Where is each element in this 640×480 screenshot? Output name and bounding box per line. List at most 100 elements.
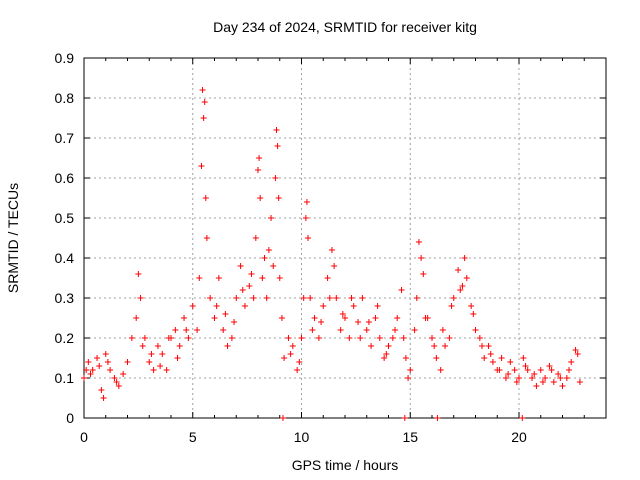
data-point (537, 367, 544, 373)
data-point (557, 375, 564, 381)
data-point (237, 263, 244, 269)
data-point (198, 163, 205, 169)
data-point (434, 415, 441, 421)
data-point (348, 295, 355, 301)
x-tick-label: 10 (294, 429, 310, 445)
data-point (102, 351, 109, 357)
data-point (381, 355, 388, 361)
y-tick-label: 0 (66, 410, 74, 426)
data-point (165, 335, 172, 341)
data-point (248, 271, 255, 277)
data-point (85, 359, 92, 365)
data-point (148, 351, 155, 357)
x-tick-label: 0 (80, 429, 88, 445)
data-point (479, 343, 486, 349)
data-point (420, 271, 427, 277)
tick-labels: 0 0.1 0.2 0.3 0.4 0.5 0.6 0.7 0.8 0.9 0 5 10 15 20 (55, 50, 527, 445)
data-point (203, 235, 210, 241)
data-point (398, 287, 405, 293)
x-tick-label: 5 (189, 429, 197, 445)
data-point (481, 355, 488, 361)
data-point (376, 335, 383, 341)
data-point (305, 235, 312, 241)
data-point (228, 335, 235, 341)
y-tick-label: 0.4 (55, 250, 75, 266)
data-point (520, 355, 527, 361)
data-point (355, 319, 362, 325)
data-point (141, 335, 148, 341)
data-point (450, 295, 457, 301)
data-point (139, 343, 146, 349)
data-point (389, 335, 396, 341)
data-point (281, 355, 288, 361)
data-point (257, 195, 264, 201)
y-tick-label: 0.6 (55, 170, 75, 186)
data-point (498, 355, 505, 361)
data-point (289, 343, 296, 349)
data-point (220, 327, 227, 333)
data-point (359, 295, 366, 301)
data-point (342, 315, 348, 321)
data-point (502, 375, 509, 381)
data-point (394, 315, 401, 321)
data-point (176, 343, 183, 349)
data-point (511, 367, 518, 373)
data-point (318, 319, 325, 325)
data-point (309, 327, 316, 333)
data-point (241, 303, 248, 309)
data-point (548, 367, 555, 373)
y-tick-label: 0.7 (55, 130, 75, 146)
data-point (392, 327, 399, 333)
data-point (303, 199, 310, 205)
data-point (385, 343, 392, 349)
data-point (507, 359, 514, 365)
data-point (272, 175, 279, 181)
data-point (199, 87, 206, 93)
data-point (185, 335, 192, 341)
data-point (442, 343, 449, 349)
data-point (111, 375, 118, 381)
data-point (563, 375, 570, 381)
data-point (448, 303, 455, 309)
data-point (263, 295, 270, 301)
y-axis-label: SRMTID / TECUs (5, 183, 21, 293)
data-point (401, 415, 408, 421)
grid-lines (84, 58, 606, 418)
data-point (470, 311, 477, 317)
data-point (300, 295, 307, 301)
data-point (270, 263, 277, 269)
data-point (194, 327, 201, 333)
data-point (163, 367, 170, 373)
data-point (418, 255, 425, 261)
data-point (222, 311, 229, 317)
y-tick-label: 0.8 (55, 90, 75, 106)
data-point (181, 315, 188, 321)
data-point (400, 335, 407, 341)
data-point (239, 287, 246, 293)
data-point (331, 263, 338, 269)
data-point (411, 327, 418, 333)
data-point (566, 367, 573, 373)
data-point (259, 275, 266, 281)
data-point (311, 315, 318, 321)
data-point (307, 295, 314, 301)
data-point (328, 247, 335, 253)
data-point (555, 371, 562, 377)
y-tick-label: 0.2 (55, 330, 75, 346)
data-point (128, 335, 135, 341)
chart-title: Day 234 of 2024, SRMTID for receiver kit… (213, 19, 477, 35)
data-point (287, 351, 294, 357)
data-point (107, 367, 114, 373)
data-point (455, 267, 462, 273)
data-point (324, 275, 331, 281)
data-point (405, 375, 412, 381)
data-point (275, 195, 282, 201)
data-point (437, 367, 444, 373)
data-point (157, 363, 164, 369)
data-point (372, 315, 379, 321)
data-point (559, 383, 566, 389)
data-point (339, 311, 346, 317)
data-point (489, 359, 496, 365)
data-point (159, 351, 166, 357)
data-point (468, 303, 475, 309)
